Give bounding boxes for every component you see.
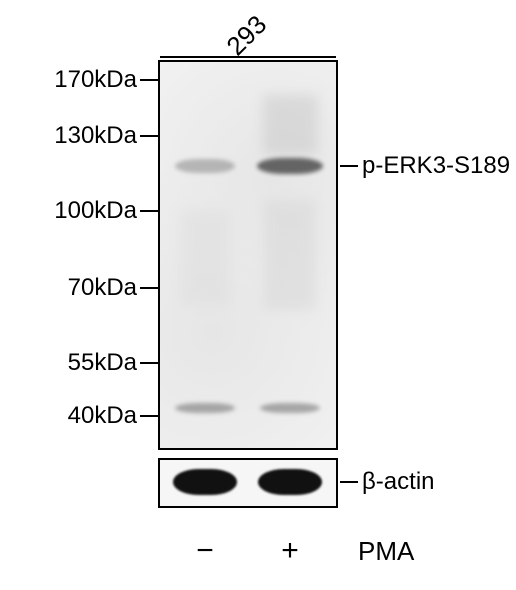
blot-smear: [264, 200, 316, 310]
mw-tick: [140, 79, 158, 81]
mw-label: 55kDa: [68, 349, 137, 377]
treatment-minus: −: [185, 534, 225, 568]
mw-label: 70kDa: [68, 274, 137, 302]
target-tick: [340, 481, 358, 483]
blot-smear: [180, 210, 230, 305]
actin-band: [258, 469, 322, 495]
blot-band: [257, 158, 323, 174]
blot-band: [260, 403, 320, 413]
target-tick: [340, 165, 358, 167]
mw-tick: [140, 135, 158, 137]
mw-label: 40kDa: [68, 402, 137, 430]
cell-line-label: 293: [220, 9, 273, 62]
western-blot-figure: 293 170kDa 130kDa 100kDa 70kDa 55kDa 40kDa p-E…: [0, 0, 516, 590]
mw-tick: [140, 415, 158, 417]
treatment-label: PMA: [358, 536, 414, 567]
target-label: β-actin: [362, 468, 435, 496]
mw-label: 170kDa: [54, 66, 137, 94]
header-line: [160, 56, 336, 58]
blot-band: [175, 403, 235, 413]
blot-band: [175, 159, 235, 173]
mw-label: 130kDa: [54, 122, 137, 150]
actin-band: [173, 469, 237, 495]
treatment-plus: +: [270, 534, 310, 568]
mw-label: 100kDa: [54, 197, 137, 225]
blot-smear: [263, 95, 318, 155]
mw-tick: [140, 287, 158, 289]
mw-tick: [140, 362, 158, 364]
mw-tick: [140, 210, 158, 212]
target-label: p-ERK3-S189: [362, 152, 510, 180]
